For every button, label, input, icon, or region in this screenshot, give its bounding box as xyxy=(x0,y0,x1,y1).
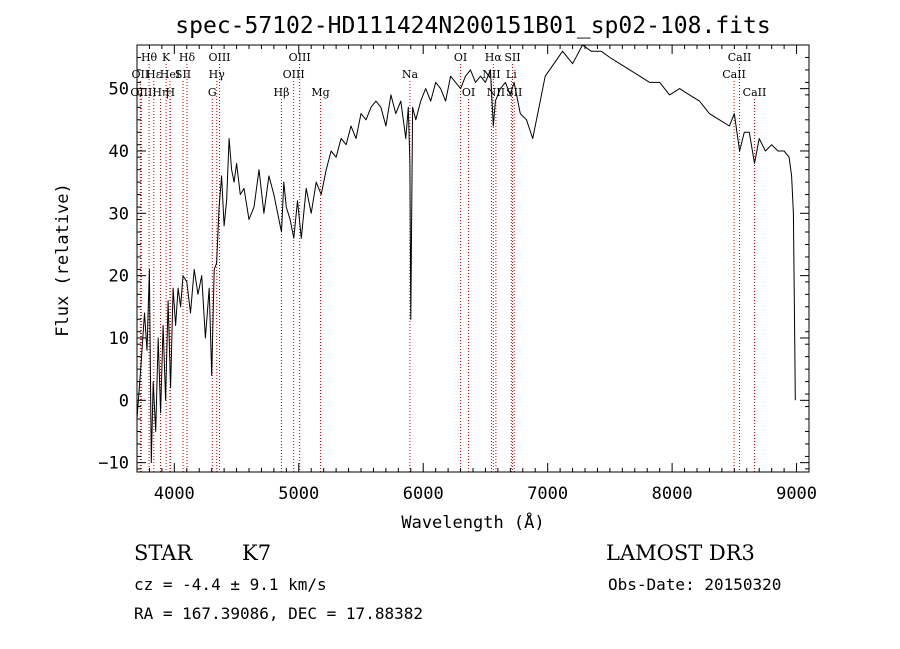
spectral-line-label: HeI xyxy=(160,68,180,81)
spectral-line-label: NII xyxy=(482,68,500,81)
obs-date: Obs-Date: 20150320 xyxy=(608,575,781,594)
x-tick-label: 4000 xyxy=(154,484,195,504)
y-tick-label: 30 xyxy=(109,204,129,224)
spectral-line-label: K xyxy=(162,51,171,64)
spectral-line-label: SII xyxy=(504,51,520,64)
survey-name: LAMOST DR3 xyxy=(606,541,755,565)
x-axis-label: Wavelength (Å) xyxy=(401,511,544,533)
spectral-line-label: Mg xyxy=(311,86,329,99)
y-tick-label: 50 xyxy=(109,80,129,100)
spectral-line-label: Hγ xyxy=(209,68,226,81)
spectral-line-label: OII xyxy=(132,68,150,81)
y-tick-label: 40 xyxy=(109,142,129,162)
spectral-line-label: SII xyxy=(506,86,522,99)
y-axis-ticks: −10 0 10 20 30 40 50 xyxy=(98,44,809,474)
spectral-line-label: Hα xyxy=(485,51,503,64)
x-tick-label: 9000 xyxy=(776,484,817,504)
x-tick-label: 6000 xyxy=(403,484,444,504)
spectral-line-label: G xyxy=(208,86,217,99)
redshift-cz: cz = -4.4 ± 9.1 km/s xyxy=(134,575,327,594)
spectral-line-label: Hβ xyxy=(274,86,290,99)
spectral-line-label: OIII xyxy=(130,86,152,99)
x-tick-label: 8000 xyxy=(652,484,693,504)
spectrum-line xyxy=(136,44,796,464)
spectral-line-label: SII xyxy=(175,68,191,81)
spectral-line-label: OIII xyxy=(208,51,230,64)
spectral-line-label: CaII xyxy=(722,68,746,81)
spectral-line-label: OIII xyxy=(289,51,311,64)
y-tick-label: 0 xyxy=(119,391,129,411)
spectral-line-label: OIII xyxy=(283,68,305,81)
y-tick-label: 20 xyxy=(109,267,129,287)
spectral-line-label: H xyxy=(166,86,176,99)
chart-title: spec-57102-HD111424N200151B01_sp02-108.f… xyxy=(175,13,770,39)
spectral-line-labels: Hθ OII OIII Hε Hη K HeI H Hδ SII OIII Hγ G Hβ OIII OIII… xyxy=(130,51,766,99)
object-subclass: K7 xyxy=(242,541,271,565)
spectral-line-label: OI xyxy=(454,51,467,64)
ra-dec: RA = 167.39086, DEC = 17.88382 xyxy=(134,604,423,623)
y-tick-label: 10 xyxy=(109,329,129,349)
x-axis-ticks: 4000 5000 6000 7000 8000 9000 xyxy=(136,45,817,504)
object-class: STAR xyxy=(134,541,193,565)
plot-frame xyxy=(136,44,810,473)
spectral-line-label: Hη xyxy=(152,86,168,99)
spectral-line-label: Hθ xyxy=(141,51,158,64)
spectral-line-label: CaII xyxy=(743,86,767,99)
y-tick-label: −10 xyxy=(98,454,129,474)
spectral-line-label: Hε xyxy=(146,68,162,81)
spectral-line-label: CaII xyxy=(728,51,752,64)
spectral-line-label: NII xyxy=(487,86,505,99)
spectral-line-label: Na xyxy=(402,68,419,81)
y-axis-label: Flux (relative) xyxy=(53,183,73,337)
spectral-line-markers xyxy=(139,64,755,472)
spectral-line-label: OI xyxy=(462,86,475,99)
x-tick-label: 7000 xyxy=(527,484,568,504)
spectral-line-label: Hδ xyxy=(179,51,196,64)
spectral-line-label: Li xyxy=(506,68,517,81)
x-tick-label: 5000 xyxy=(278,484,319,504)
